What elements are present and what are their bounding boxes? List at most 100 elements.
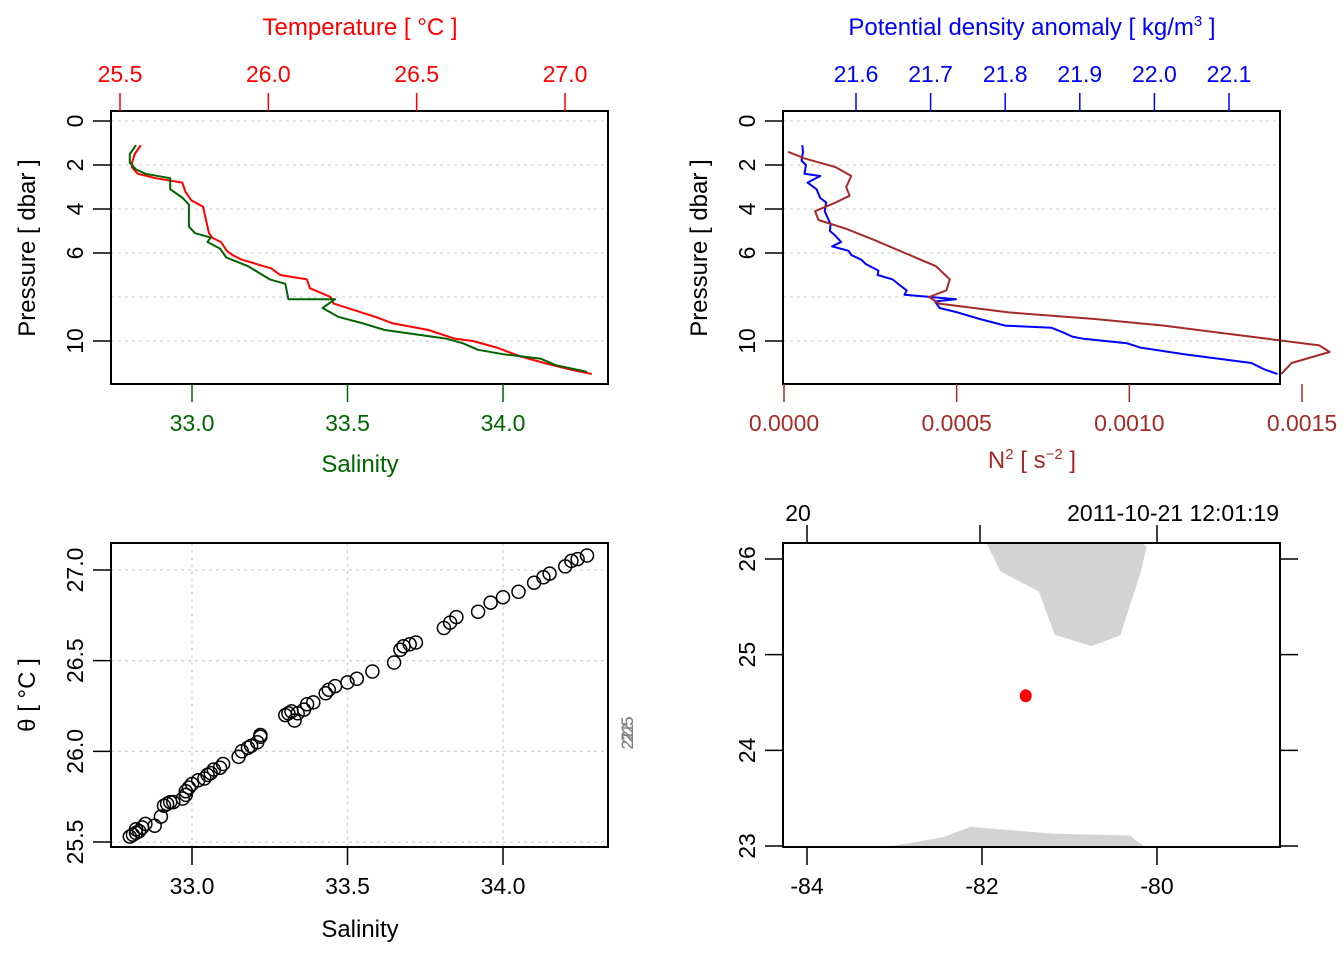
p1-bottom-tick-label-1: 33.5 [325, 410, 370, 436]
p2-axes: 0 2 4 6 10 21.6 21.7 21.8 21.9 22.0 22.1 0.0000 0.00… [734, 61, 1337, 436]
p3-point [166, 794, 181, 810]
p2-series-n2 [787, 150, 1331, 375]
p2-series [787, 145, 1331, 375]
p2-top-tick-label-1: 21.7 [908, 61, 953, 87]
p2-y-axis-title: Pressure [ dbar ] [686, 159, 713, 336]
p4-station-time-label: 2011-10-21 12:01:19 [1067, 500, 1279, 526]
p3-point [340, 675, 355, 690]
p3-y-tick-label-3: 27.0 [62, 548, 88, 593]
p2-series-potential-density-anomaly [800, 145, 1278, 375]
p3-point [138, 816, 153, 832]
p3-point [542, 566, 557, 581]
p1-y-tick-label-0: 0 [62, 115, 88, 128]
p3-isopycnal-label-0: 21 [618, 724, 637, 743]
p2-bottom-axis-title-sup2: −2 [1046, 446, 1063, 463]
p3-point [579, 548, 595, 563]
p1-y-tick-label-1: 2 [62, 159, 88, 172]
p3-point [287, 713, 302, 728]
p3-point [564, 553, 579, 569]
p3-axes: 33.0 33.5 34.0 25.5 26.0 26.5 27.0 [62, 548, 525, 899]
p2-bottom-tick-label-0: 0.0000 [749, 410, 819, 436]
p1-bottom-tick-label-0: 33.0 [170, 410, 215, 436]
p2-y-tick-label-3: 6 [734, 247, 760, 260]
p4-land-cuba [885, 826, 1145, 847]
p2-bottom-tick-label-1: 0.0005 [921, 410, 991, 436]
p1-bottom-axis-title: Salinity [321, 451, 398, 478]
p3-point [511, 584, 526, 600]
p1-axes: 0 2 4 6 10 25.5 26.0 26.5 27.0 33.0 33.5 34.0 [62, 61, 587, 436]
p2-top-tick-label-5: 22.1 [1207, 61, 1252, 87]
p1-y-tick-label-3: 6 [62, 247, 88, 260]
p3-x-tick-label-1: 33.5 [325, 873, 370, 899]
p1-top-tick-label-0: 25.5 [98, 61, 143, 87]
p2-top-axis-title-end: ] [1202, 14, 1215, 41]
p1-series-temperature [130, 144, 592, 375]
p3-x-axis-title: Salinity [321, 916, 398, 943]
p3-y-tick-label-1: 26.0 [62, 729, 88, 774]
p2-y-tick-label-0: 0 [734, 115, 760, 128]
p3-point [318, 686, 333, 701]
p3-point [495, 589, 511, 605]
p3-x-tick-label-2: 34.0 [481, 873, 526, 899]
p2-bottom-axis-title-end: ] [1063, 447, 1076, 474]
p1-series-salinity [128, 144, 588, 373]
p1-top-tick-label-2: 26.5 [394, 61, 439, 87]
p2-top-axis-title-sup: 3 [1194, 13, 1202, 30]
p3-point [159, 796, 175, 812]
p3-isopycnal-label-2: 22 [618, 724, 637, 743]
p4-x-tick-label-1: -82 [965, 873, 998, 899]
p1-plot-frame [110, 110, 609, 385]
p3-point [386, 655, 402, 670]
p3-point [175, 791, 190, 806]
p3-point [449, 609, 464, 625]
p2-bottom-axis-title-sup: 2 [1005, 446, 1013, 463]
p4-y-tick-label-0: 23 [734, 833, 760, 859]
p3-point [306, 695, 321, 710]
p4-y-tick-label-3: 26 [734, 546, 760, 572]
p1-y-tick-label-2: 4 [62, 202, 88, 215]
p1-y-axis-title: Pressure [ dbar ] [14, 159, 41, 336]
p3-y-tick-label-0: 25.5 [62, 820, 88, 865]
p2-bottom-axis-title: N2 [ s−2 ] [988, 446, 1076, 474]
p1-y-tick-label-4: 10 [62, 328, 88, 354]
p3-point [299, 696, 315, 712]
p3-point [349, 671, 365, 687]
p2-top-axis-title: Potential density anomaly [ kg/m3 ] [848, 13, 1215, 41]
p3-isopycnal-label-3: 22.5 [618, 716, 637, 749]
p1-series [128, 144, 592, 375]
p2-y-tick-label-1: 2 [734, 159, 760, 172]
p3-point [153, 809, 169, 824]
p2-bottom-tick-label-3: 0.0015 [1267, 410, 1337, 436]
p4-axes: -84 -82 -80 23 24 25 26 [734, 546, 1298, 899]
p2-bottom-tick-label-2: 0.0010 [1094, 410, 1164, 436]
p3-point [215, 756, 231, 772]
p3-points [122, 548, 595, 844]
p3-point [212, 760, 228, 775]
p2-top-tick-label-3: 21.9 [1057, 61, 1102, 87]
p2-y-tick-label-4: 10 [734, 328, 760, 354]
p3-point [470, 604, 486, 619]
p3-isopycnal-label-1: 21.5 [618, 716, 637, 749]
p3-point [483, 595, 498, 610]
p2-top-tick-label-0: 21.6 [834, 61, 879, 87]
station-map-panel: -84 -82 -80 23 24 25 26 20 2011-10-21 12:01:19 [734, 500, 1298, 899]
p4-station [1019, 689, 1032, 703]
p4-y-tick-label-2: 25 [734, 642, 760, 668]
density-n2-panel: 0 2 4 6 10 21.6 21.7 21.8 21.9 22.0 22.1 0.0000 0.00… [686, 13, 1337, 474]
p2-y-tick-label-2: 4 [734, 202, 760, 215]
p2-bottom-axis-title-mid: [ s [1014, 447, 1046, 474]
p3-plot-frame [110, 542, 609, 848]
p4-x-tick-label-2: -80 [1140, 873, 1173, 899]
p3-point [570, 551, 585, 567]
p3-point [253, 727, 268, 743]
p1-top-axis-title: Temperature [ °C ] [263, 14, 458, 41]
p1-bottom-tick-label-2: 34.0 [481, 410, 526, 436]
p4-station-id-label: 20 [785, 500, 811, 526]
p3-y-tick-label-2: 26.5 [62, 638, 88, 683]
p3-x-tick-label-0: 33.0 [170, 873, 215, 899]
p4-station-marker [1019, 689, 1032, 703]
p2-top-tick-label-2: 21.8 [983, 61, 1028, 87]
